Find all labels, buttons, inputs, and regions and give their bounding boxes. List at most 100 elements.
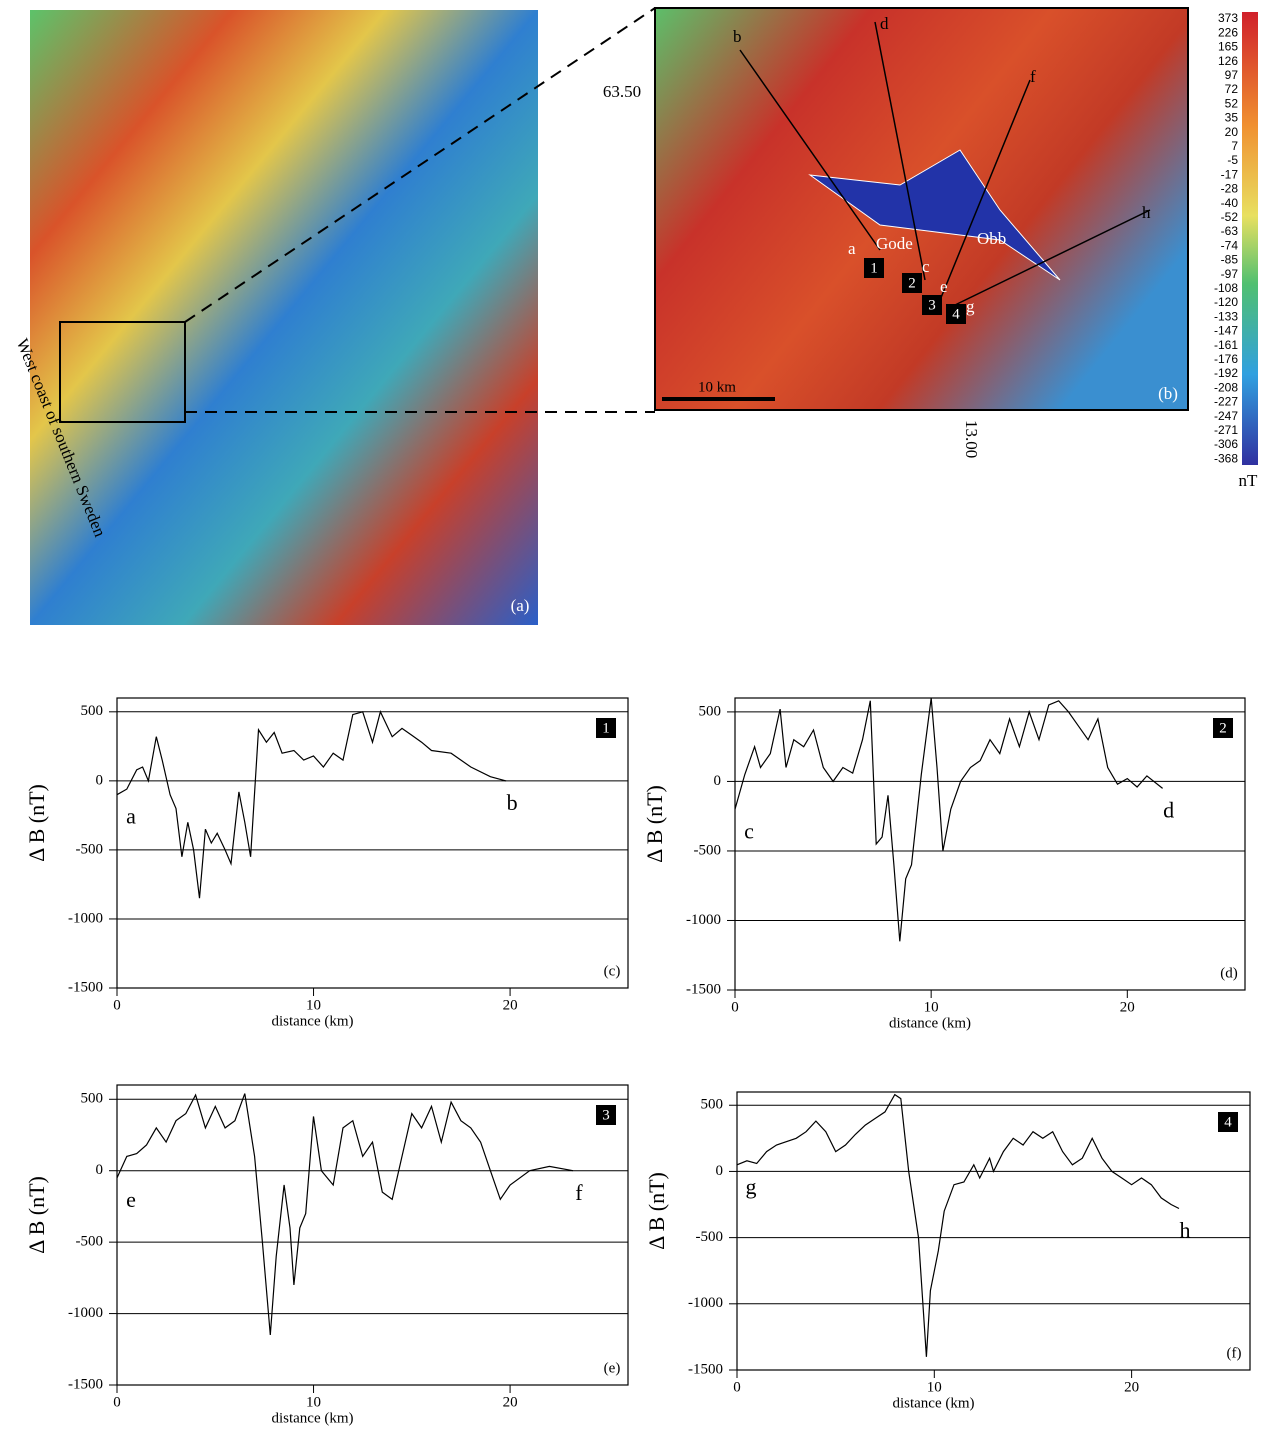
colorbar-label: -176	[1214, 352, 1238, 366]
colorbar-label: -63	[1221, 224, 1239, 238]
place-label: Obb	[977, 229, 1006, 248]
y-tick-label: -500	[694, 842, 722, 858]
start-label: g	[746, 1174, 757, 1199]
colorbar-label: -85	[1221, 253, 1239, 267]
colorbar-label: 97	[1225, 68, 1239, 82]
panel-label: (f)	[1227, 1345, 1242, 1361]
profile-line	[734, 697, 1163, 942]
x-tick-label: 10	[306, 997, 321, 1013]
y-tick-label: -500	[76, 1234, 104, 1250]
inset-box	[59, 321, 186, 423]
y-tick-label: -500	[76, 841, 104, 857]
x-tick-label: 20	[503, 1394, 518, 1410]
colorbar-label: -108	[1214, 281, 1238, 295]
colorbar-label: -120	[1214, 295, 1238, 309]
colorbar-label: -227	[1214, 395, 1238, 409]
end-label: d	[1163, 797, 1174, 822]
end-label: h	[1179, 1218, 1190, 1243]
line-end: c	[922, 257, 930, 276]
profile-number: 1	[602, 720, 610, 736]
colorbar-label: -247	[1214, 409, 1238, 423]
colorbar-label: -368	[1214, 451, 1238, 465]
x-axis-label: distance (km)	[892, 1395, 974, 1411]
lon-label: 13.00	[962, 420, 981, 458]
place-label: Gode	[876, 234, 913, 253]
y-tick-label: 0	[714, 773, 722, 789]
line-end: h	[1142, 203, 1151, 222]
y-tick-label: 500	[81, 1091, 104, 1107]
panel-label: (e)	[604, 1360, 621, 1376]
colorbar-label: -74	[1221, 238, 1239, 252]
x-tick-label: 20	[1124, 1379, 1139, 1395]
colorbar-label: 226	[1218, 25, 1238, 39]
y-axis-label: Δ B (nT)	[642, 785, 667, 863]
line-end: e	[940, 277, 948, 296]
profile-box	[596, 718, 616, 738]
profile-line	[116, 1093, 574, 1336]
y-tick-label: -1500	[688, 1361, 723, 1377]
profile-box	[596, 1105, 616, 1125]
start-label: a	[126, 804, 136, 829]
x-axis-label: distance (km)	[271, 1013, 353, 1029]
colorbar-label: 373	[1218, 11, 1238, 25]
inset-lines	[184, 7, 656, 413]
colorbar-label: -40	[1221, 196, 1239, 210]
y-axis-label: Δ B (nT)	[24, 784, 49, 862]
line-end: f	[1030, 67, 1036, 86]
colorbar-label: 126	[1218, 54, 1238, 68]
colorbar-label: 7	[1231, 139, 1238, 153]
x-tick-label: 0	[731, 999, 739, 1015]
scale-label: 10 km	[698, 379, 736, 395]
colorbar-label: -17	[1221, 167, 1239, 181]
profile-markers: 1 2 3 4	[864, 258, 966, 324]
colorbar-unit: nT	[1239, 471, 1259, 490]
line-end: a	[848, 239, 856, 258]
colorbar-label: -147	[1214, 324, 1238, 338]
y-axis-label: Δ B (nT)	[644, 1172, 669, 1250]
x-tick-label: 10	[924, 999, 939, 1015]
y-tick-label: -1000	[686, 912, 721, 928]
colorbar-label: 20	[1225, 125, 1239, 139]
x-axis-label: distance (km)	[889, 1015, 971, 1031]
y-tick-label: 0	[96, 1162, 104, 1178]
start-label: e	[126, 1187, 136, 1212]
plot-frame	[116, 1084, 629, 1386]
y-tick-label: -1000	[68, 1305, 103, 1321]
x-tick-label: 20	[503, 997, 518, 1013]
map-a	[30, 10, 538, 625]
line-end: d	[880, 14, 889, 33]
x-tick-label: 0	[733, 1379, 741, 1395]
colorbar-label: -97	[1221, 267, 1239, 281]
profile-number: 3	[602, 1107, 610, 1123]
y-tick-label: -500	[696, 1229, 724, 1245]
profile-line	[736, 1093, 1180, 1357]
panel-label: (d)	[1220, 965, 1238, 981]
colorbar-label: -133	[1214, 309, 1238, 323]
profile-number: 2	[1219, 720, 1227, 736]
plot-frame	[736, 1091, 1251, 1371]
profile-lines	[739, 21, 1151, 306]
profile-number: 1	[870, 260, 878, 276]
colorbar-label: -52	[1221, 210, 1239, 224]
line-end: g	[966, 297, 975, 316]
plot-frame	[734, 697, 1246, 991]
x-tick-label: 20	[1120, 999, 1135, 1015]
y-tick-label: -1500	[68, 979, 103, 995]
profile-box	[1218, 1112, 1238, 1132]
y-axis-label: Δ B (nT)	[24, 1176, 49, 1254]
lat-label: 63.50	[603, 82, 641, 101]
y-tick-label: 0	[96, 772, 104, 788]
y-tick-label: 500	[81, 703, 104, 719]
profile-number: 2	[908, 275, 916, 291]
profile-number: 4	[952, 306, 960, 322]
y-tick-label: -1000	[688, 1295, 723, 1311]
colorbar-label: 52	[1225, 96, 1239, 110]
colorbar-label: -306	[1214, 437, 1238, 451]
x-tick-label: 0	[113, 997, 121, 1013]
start-label: c	[744, 818, 754, 843]
colorbar-label: -208	[1214, 380, 1238, 394]
end-label: b	[507, 790, 518, 815]
x-axis-label: distance (km)	[271, 1410, 353, 1426]
